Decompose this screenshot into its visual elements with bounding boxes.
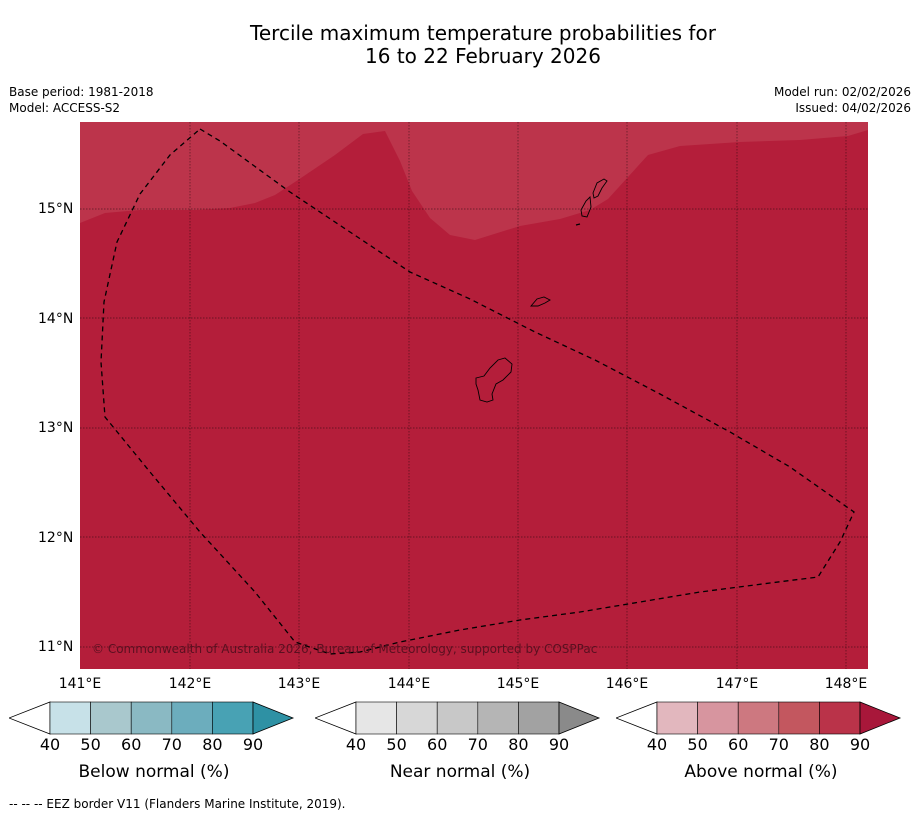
colorbar-above-normal-bar bbox=[616, 701, 902, 735]
colorbar-above-tick-90: 90 bbox=[849, 735, 871, 754]
colorbar-segment bbox=[737, 701, 780, 735]
colorbar-segment bbox=[396, 701, 438, 735]
colorbar-extend-low bbox=[9, 701, 51, 735]
colorbar-below-normal-bar bbox=[9, 701, 295, 735]
colorbar-extend-low bbox=[616, 701, 658, 735]
colorbar-near-tick-60: 60 bbox=[427, 735, 448, 754]
colorbar-extend-high bbox=[859, 701, 902, 735]
colorbar-near-normal-bar bbox=[315, 701, 601, 735]
colorbar-above-normal: 40 50 60 70 80 90 Above normal (%) bbox=[616, 700, 906, 790]
base-period: Base period: 1981-2018 bbox=[9, 85, 154, 99]
lon-label-144: 144°E bbox=[387, 676, 431, 692]
chart-title: Tercile maximum temperature probabilitie… bbox=[0, 22, 919, 68]
lon-label-143: 143°E bbox=[277, 676, 321, 692]
colorbar-segment bbox=[819, 701, 861, 735]
colorbar-segment bbox=[697, 701, 739, 735]
meta-right: Model run: 02/02/2026 Issued: 04/02/2026 bbox=[774, 84, 911, 116]
colorbar-below-tick-70: 70 bbox=[161, 735, 182, 754]
colorbar-below-tick-80: 80 bbox=[202, 735, 223, 754]
colorbar-segment bbox=[355, 701, 397, 735]
colorbar-segment bbox=[130, 701, 173, 735]
colorbar-below-tick-50: 50 bbox=[80, 735, 101, 754]
colorbar-segment bbox=[171, 701, 213, 735]
lat-label-13: 13°N bbox=[38, 420, 74, 436]
colorbar-extend-high bbox=[558, 701, 601, 735]
island-aguijan bbox=[575, 223, 581, 226]
title-line-1: Tercile maximum temperature probabilitie… bbox=[250, 21, 716, 45]
colorbar-above-tick-70: 70 bbox=[768, 735, 789, 754]
lon-label-146: 146°E bbox=[605, 676, 649, 692]
colorbar-segment bbox=[49, 701, 91, 735]
colorbar-extend-high bbox=[252, 701, 295, 735]
island-rota bbox=[530, 296, 551, 307]
model-name: Model: ACCESS-S2 bbox=[9, 101, 121, 115]
colorbar-segment bbox=[436, 701, 479, 735]
graticule bbox=[80, 122, 868, 669]
lat-label-12: 12°N bbox=[38, 530, 74, 546]
colorbar-below-title: Below normal (%) bbox=[78, 762, 230, 782]
lat-label-14: 14°N bbox=[38, 311, 74, 327]
colorbar-below-tick-90: 90 bbox=[242, 735, 264, 754]
lon-label-141: 141°E bbox=[58, 676, 102, 692]
colorbar-extend-low bbox=[315, 701, 357, 735]
colorbar-near-title: Near normal (%) bbox=[389, 762, 531, 782]
colorbar-above-tick-80: 80 bbox=[809, 735, 830, 754]
colorbar-segment bbox=[212, 701, 254, 735]
colorbar-above-tick-50: 50 bbox=[687, 735, 708, 754]
lat-label-15: 15°N bbox=[38, 201, 74, 217]
colorbar-near-normal: 40 50 60 70 80 90 Near normal (%) bbox=[315, 700, 605, 790]
colorbar-near-tick-90: 90 bbox=[548, 735, 570, 754]
island-saipan bbox=[592, 178, 608, 199]
copyright-notice: © Commonwealth of Australia 2026, Bureau… bbox=[92, 642, 598, 656]
colorbar-segment bbox=[778, 701, 820, 735]
lighter-probability-region bbox=[80, 122, 868, 240]
colorbar-above-tick-60: 60 bbox=[728, 735, 749, 754]
colorbar-above-tick-40: 40 bbox=[646, 735, 668, 754]
colorbar-near-tick-40: 40 bbox=[345, 735, 367, 754]
colorbar-segment bbox=[90, 701, 132, 735]
issued-date: Issued: 04/02/2026 bbox=[795, 101, 911, 115]
colorbar-segment bbox=[656, 701, 698, 735]
lon-label-148: 148°E bbox=[824, 676, 868, 692]
eez-border bbox=[100, 128, 855, 655]
probability-map bbox=[80, 122, 868, 669]
lon-label-145: 145°E bbox=[496, 676, 540, 692]
eez-footnote: -- -- -- EEZ border V11 (Flanders Marine… bbox=[9, 797, 346, 811]
island-tinian bbox=[580, 196, 592, 218]
colorbar-segment bbox=[518, 701, 560, 735]
colorbar-near-tick-80: 80 bbox=[508, 735, 529, 754]
title-line-2: 16 to 22 February 2026 bbox=[365, 44, 601, 68]
island-guam bbox=[475, 357, 513, 403]
colorbar-near-tick-70: 70 bbox=[467, 735, 488, 754]
meta-left: Base period: 1981-2018 Model: ACCESS-S2 bbox=[9, 84, 154, 116]
colorbar-below-tick-60: 60 bbox=[121, 735, 142, 754]
lon-label-142: 142°E bbox=[168, 676, 212, 692]
colorbar-near-tick-50: 50 bbox=[386, 735, 407, 754]
lat-label-11: 11°N bbox=[38, 639, 74, 655]
colorbar-segment bbox=[477, 701, 519, 735]
lon-label-147: 147°E bbox=[715, 676, 759, 692]
model-run: Model run: 02/02/2026 bbox=[773, 85, 911, 99]
coastlines bbox=[475, 178, 608, 403]
colorbar-below-tick-40: 40 bbox=[39, 735, 61, 754]
colorbar-above-title: Above normal (%) bbox=[684, 762, 838, 782]
colorbar-below-normal: 40 50 60 70 80 90 Below normal (%) bbox=[9, 700, 299, 790]
